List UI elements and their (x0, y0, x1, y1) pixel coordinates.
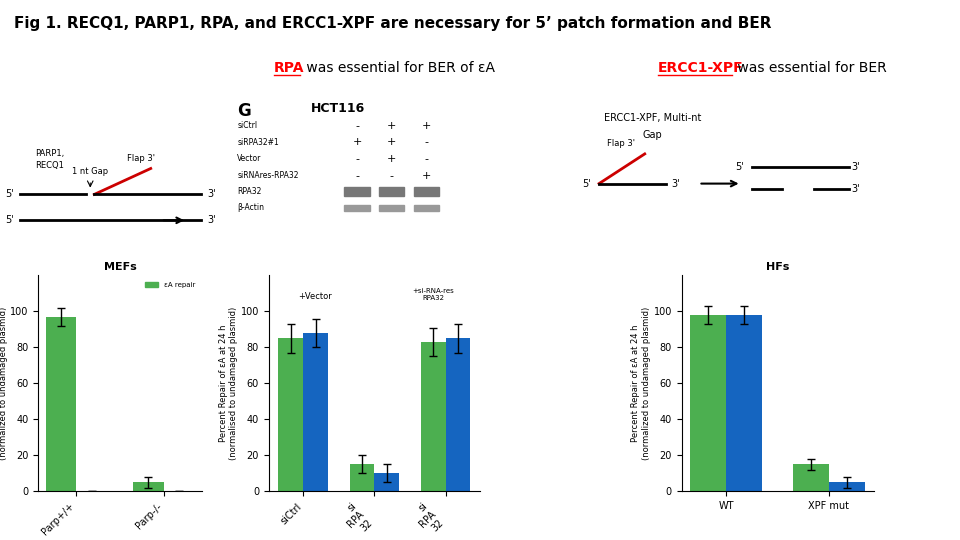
Text: Gap: Gap (643, 130, 662, 140)
Text: RPA32: RPA32 (237, 187, 262, 196)
Text: siRPA32#1: siRPA32#1 (237, 138, 279, 147)
Text: -: - (424, 154, 428, 164)
Y-axis label: Percent Repair of εA at 24 h
(normalized to undamaged plasmid): Percent Repair of εA at 24 h (normalized… (0, 307, 8, 460)
Bar (133, 482, 163, 491)
Bar (374, 474, 399, 491)
Bar (46, 317, 77, 491)
Text: HCT116: HCT116 (311, 102, 366, 115)
Text: -: - (355, 121, 359, 131)
Text: +: + (387, 121, 396, 131)
Title: MEFs: MEFs (104, 262, 136, 272)
Text: +: + (421, 171, 431, 180)
Bar (349, 464, 374, 491)
Text: -: - (390, 171, 394, 180)
Bar (828, 482, 865, 491)
Text: Flap 3': Flap 3' (607, 139, 636, 148)
Text: 3': 3' (852, 163, 860, 172)
Text: β-Actin: β-Actin (237, 204, 264, 212)
Legend: εA repair: εA repair (142, 279, 198, 291)
Text: ERCC1-XPF: ERCC1-XPF (658, 60, 743, 75)
Bar (379, 205, 404, 211)
Bar (414, 205, 439, 211)
Bar (445, 339, 470, 491)
Text: was essential for BER: was essential for BER (733, 60, 887, 75)
Bar (690, 315, 727, 491)
Bar (303, 333, 328, 491)
Text: Fig 1. RECQ1, PARP1, RPA, and ERCC1-XPF are necessary for 5’ patch formation and: Fig 1. RECQ1, PARP1, RPA, and ERCC1-XPF … (14, 16, 772, 31)
Text: +: + (352, 137, 362, 147)
Text: +: + (387, 154, 396, 164)
Bar (379, 187, 404, 196)
Bar (414, 187, 439, 196)
Text: was essential for BER of εA: was essential for BER of εA (302, 60, 495, 75)
Title: HFs: HFs (766, 262, 789, 272)
Text: 3': 3' (207, 190, 216, 199)
Bar (345, 187, 370, 196)
Text: -: - (355, 171, 359, 180)
Text: Flap 3': Flap 3' (127, 154, 155, 163)
Text: -: - (355, 154, 359, 164)
Text: 3': 3' (207, 215, 216, 225)
Y-axis label: Percent Repair of εA at 24 h
(normalised to undamaged plasmid): Percent Repair of εA at 24 h (normalised… (219, 307, 238, 460)
Text: ERCC1-XPF, Multi-nt: ERCC1-XPF, Multi-nt (604, 113, 702, 124)
Text: PARP1,: PARP1, (36, 148, 64, 158)
Text: -: - (424, 137, 428, 147)
Text: +Vector: +Vector (299, 292, 332, 301)
Text: 5': 5' (5, 215, 13, 225)
Text: RECQ1: RECQ1 (36, 161, 64, 171)
Text: 1 nt Gap: 1 nt Gap (72, 167, 108, 176)
Text: 5': 5' (735, 163, 744, 172)
Text: siRNAres-RPA32: siRNAres-RPA32 (237, 171, 299, 180)
Text: 3': 3' (672, 179, 681, 188)
Y-axis label: Percent Repair of εA at 24 h
(normalized to undamaged plasmid): Percent Repair of εA at 24 h (normalized… (632, 307, 651, 460)
Text: 5': 5' (582, 179, 591, 188)
Text: G: G (237, 102, 252, 120)
Text: 5': 5' (5, 190, 13, 199)
Text: +: + (387, 137, 396, 147)
Text: +: + (421, 121, 431, 131)
Text: 3': 3' (852, 184, 860, 194)
Text: siCtrl: siCtrl (237, 121, 257, 130)
Bar (420, 342, 445, 491)
Text: +si-RNA-res
RPA32: +si-RNA-res RPA32 (413, 288, 454, 301)
Bar (278, 339, 303, 491)
Bar (345, 205, 370, 211)
Bar (793, 464, 828, 491)
Text: Vector: Vector (237, 154, 262, 164)
Bar (727, 315, 762, 491)
Text: RPA: RPA (274, 60, 304, 75)
